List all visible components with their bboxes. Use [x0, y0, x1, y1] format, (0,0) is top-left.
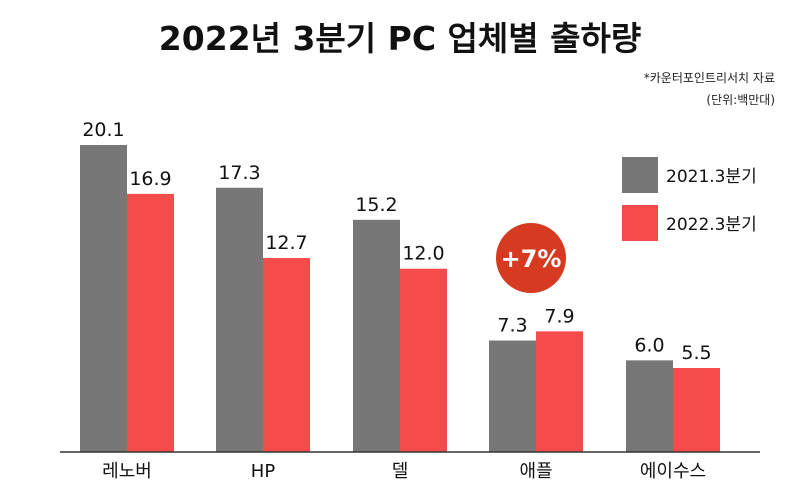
bar-s2-c3 [400, 268, 447, 452]
x-tick-label-4: 애플 [519, 461, 552, 482]
bar-s2-c1 [127, 193, 174, 453]
x-tick-label-5: 에이수스 [640, 461, 706, 482]
chart-title: 2022년 3분기 PC 업체별 출하량 [159, 19, 641, 58]
x-tick-label-1: 레노버 [102, 461, 152, 482]
x-tick-label-3: 델 [392, 461, 409, 482]
value-labels-layer: 20.1 16.9 17.3 12.7 15.2 12.0 7.3 7.9 6.0 5.5 [82, 119, 711, 364]
value-label-s1-c5: 6.0 [634, 334, 664, 356]
annotation-badge: +7% [496, 223, 566, 293]
legend-label-s1: 2021.3분기 [666, 167, 757, 187]
legend-label-s2: 2022.3분기 [666, 215, 757, 235]
bar-s1-c5 [626, 360, 673, 452]
bar-s1-c4 [489, 340, 536, 452]
bar-s1-hp [216, 187, 263, 452]
tick-labels-layer: 레노버 HP 델 애플 에이수스 [102, 461, 706, 482]
source-note: *카운터포인트리서치 자료 [644, 71, 775, 85]
bar-s2-hp [263, 258, 310, 452]
bar-s2-c4 [536, 331, 583, 452]
value-label-s2-c3: 12.0 [402, 243, 444, 265]
legend: 2021.3분기 2022.3분기 [622, 157, 757, 241]
value-label-s2-c4: 7.9 [544, 305, 574, 327]
legend-swatch-s2 [622, 205, 658, 241]
unit-note: (단위:백만대) [706, 93, 775, 107]
annotation-badge-text: +7% [501, 245, 562, 273]
value-label-s1-c4: 7.3 [497, 315, 527, 337]
value-label-s1-c3: 15.2 [355, 194, 397, 216]
bar-s1-c1 [80, 145, 127, 452]
value-label-s1-c1: 20.1 [82, 119, 124, 141]
value-label-s2-hp: 12.7 [265, 232, 307, 254]
bars-layer [80, 145, 720, 453]
bar-s1-c3 [353, 219, 400, 452]
value-label-s2-c5: 5.5 [681, 342, 711, 364]
legend-swatch-s1 [622, 157, 658, 193]
x-tick-label-2: HP [251, 461, 276, 482]
bar-s2-c5 [673, 367, 720, 452]
annotation-badge-circle [496, 223, 566, 293]
value-label-s1-hp: 17.3 [218, 162, 260, 184]
value-label-s2-c1: 16.9 [129, 168, 171, 190]
